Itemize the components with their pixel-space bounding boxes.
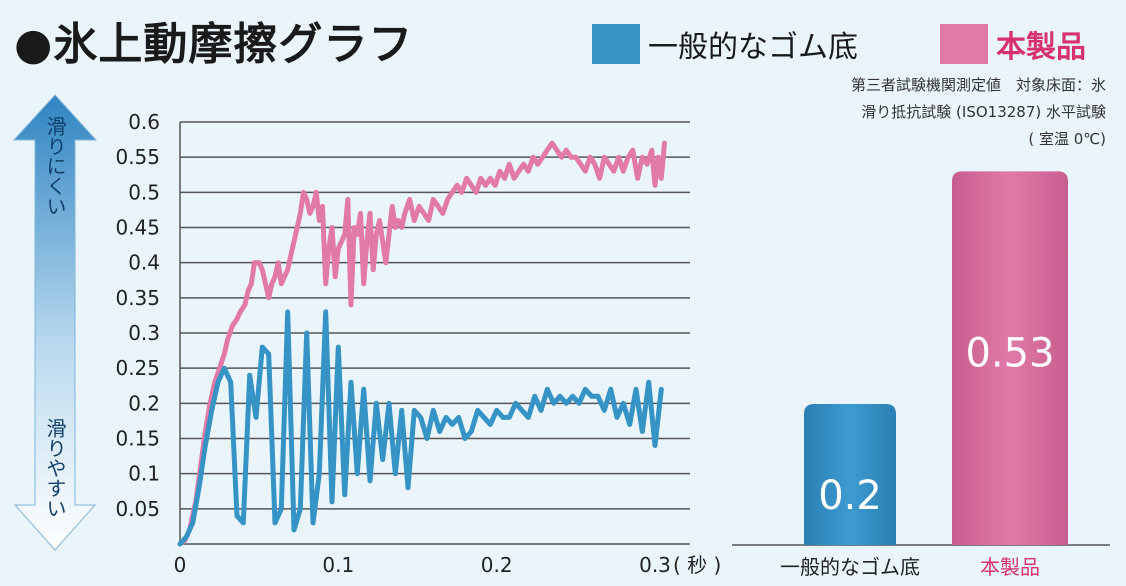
bar-value-label: 0.2 [818,473,882,519]
line-series [177,140,667,547]
y-tick-label: 0.45 [115,216,160,240]
y-tick-label: 0.4 [128,251,160,275]
bar-rubber [804,404,896,545]
legend-swatch-rubber [592,24,640,64]
slip-arrow [12,94,98,551]
x-unit-label: ( 秒 ) [673,553,721,577]
test-note: 第三者試験機関測定値 対象床面：氷 滑り抵抗試験 (ISO13287) 水平試験… [851,72,1106,153]
y-tick-label: 0.25 [115,356,160,380]
x-tick-label: 0.1 [322,553,354,577]
y-axis-ticks: 0.6 0.55 0.5 0.45 0.4 0.35 0.3 0.25 0.2 0.15 0.1 0.… [115,110,160,521]
y-tick-label: 0.55 [115,145,160,169]
legend-swatch-product [940,24,988,64]
bar-category-label: 一般的なゴム底 [780,555,920,579]
x-tick-label: 0 [174,553,187,577]
y-tick-label: 0.1 [128,462,160,486]
note-line-2: 滑り抵抗試験 (ISO13287) 水平試験 [861,103,1106,121]
y-tick-label: 0.2 [128,391,160,415]
x-tick-label: 0.2 [481,553,513,577]
series-line-product [177,140,667,547]
arrow-top-label: 滑りにくい [43,116,67,216]
y-tick-label: 0.5 [128,180,160,204]
y-tick-label: 0.35 [115,286,160,310]
arrow-bottom-label: 滑りやすい [43,418,67,518]
note-line-3: ( 室温 0℃) [1028,130,1106,148]
page-title: ●氷上動摩擦グラフ [14,19,414,70]
bar-category-label: 本製品 [980,555,1040,579]
series-line-rubber [177,309,664,547]
legend-rubber: 一般的なゴム底 [592,22,858,66]
y-tick-label: 0.3 [128,321,160,345]
y-tick-label: 0.15 [115,427,160,451]
legend-label-rubber: 一般的なゴム底 [648,30,858,65]
legend-label-product: 本製品 [996,30,1086,65]
line-chart-grid [179,121,690,545]
x-axis-ticks: 0 0.1 0.2 0.3( 秒 ) [174,553,722,577]
y-tick-label: 0.05 [115,497,160,521]
y-tick-label: 0.6 [128,110,160,134]
bar-chart: 0.2 一般的なゴム底 0.53 本製品 [732,171,1110,579]
x-tick-label: 0.3 [639,553,671,577]
legend-product: 本製品 [940,22,1086,66]
bar-value-label: 0.53 [965,330,1054,376]
bar-product [952,171,1068,545]
note-line-1: 第三者試験機関測定値 対象床面：氷 [850,76,1106,94]
